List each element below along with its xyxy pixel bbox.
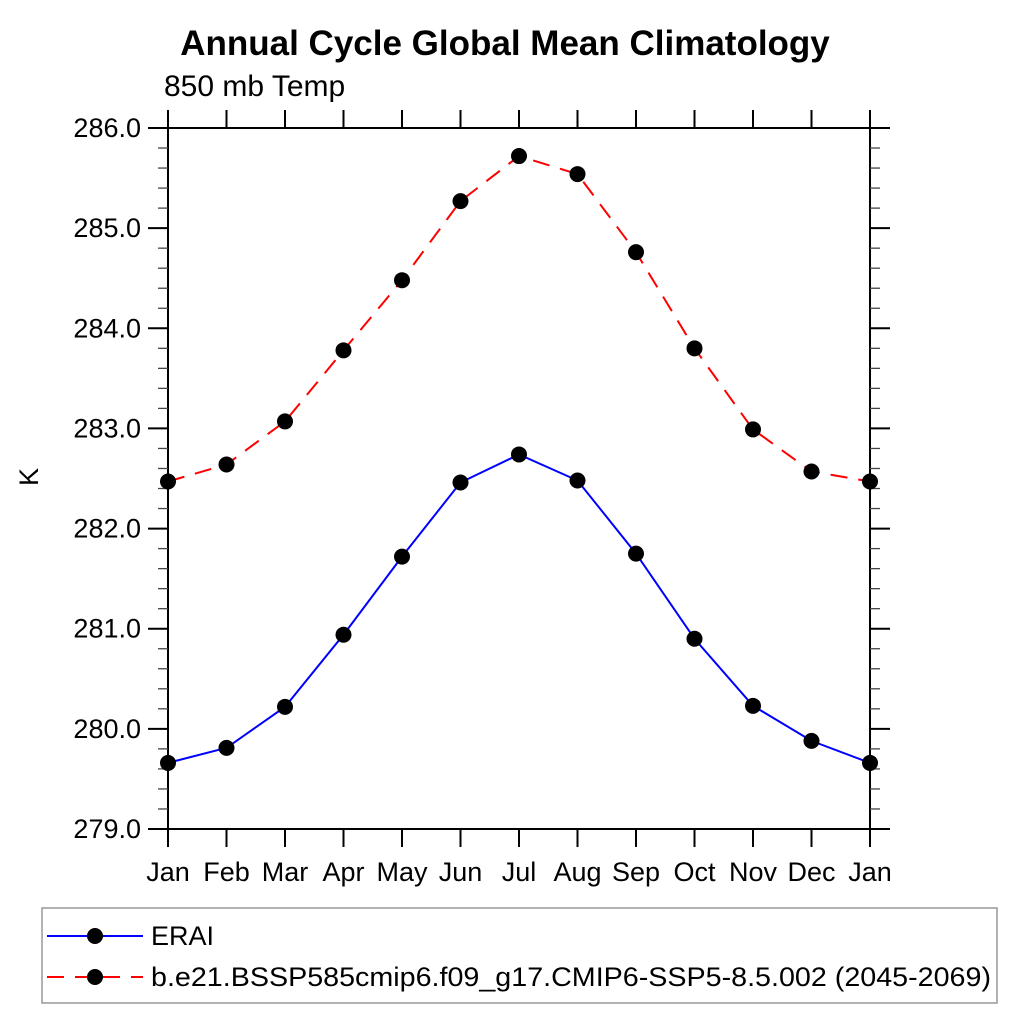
data-point-marker <box>394 272 410 289</box>
data-point-marker <box>277 698 293 715</box>
x-tick-label: Nov <box>729 857 778 887</box>
data-point-marker <box>862 473 878 490</box>
y-tick-label: 286.0 <box>73 113 141 143</box>
legend-marker-dot <box>87 928 103 944</box>
x-tick-label: Jan <box>146 857 190 887</box>
x-tick-label: Jun <box>439 857 483 887</box>
legend-marker-dot <box>87 969 103 985</box>
data-point-marker <box>569 472 586 489</box>
data-point-marker <box>452 474 469 491</box>
x-tick-label: Sep <box>612 857 660 887</box>
data-point-marker <box>803 463 820 480</box>
data-point-marker <box>511 148 527 165</box>
y-tick-label: 285.0 <box>73 213 141 243</box>
y-tick-label: 282.0 <box>73 514 141 544</box>
data-point-marker <box>335 626 352 643</box>
data-point-marker <box>745 421 761 438</box>
x-tick-label: Apr <box>322 857 364 887</box>
legend: ERAI b.e21.BSSP585cmip6.f09_g17.CMIP6-SS… <box>41 907 998 1004</box>
x-tick-label: Aug <box>553 857 601 887</box>
legend-entry-erai: ERAI <box>47 921 214 951</box>
data-point-marker <box>686 630 703 647</box>
data-point-marker <box>569 166 586 183</box>
data-point-marker <box>160 473 176 490</box>
series-layer <box>160 148 878 771</box>
x-tick-label: Oct <box>673 857 716 887</box>
series-line-0 <box>167 453 871 764</box>
data-point-marker <box>218 456 235 473</box>
data-point-marker <box>511 446 527 463</box>
y-tick-label: 281.0 <box>73 614 141 644</box>
y-tick-labels: 279.0 280.0 281.0 282.0 283.0 284.0 285.0 286.0 <box>73 113 141 844</box>
chart-title: Annual Cycle Global Mean Climatology <box>180 24 830 63</box>
data-point-marker <box>452 193 469 210</box>
data-point-marker <box>862 754 878 771</box>
y-tick-label: 284.0 <box>73 313 141 343</box>
y-tick-label: 280.0 <box>73 714 141 744</box>
data-point-marker <box>803 732 820 749</box>
x-tick-label: May <box>376 857 428 887</box>
axes-layer <box>148 110 890 847</box>
data-point-marker <box>628 545 644 562</box>
x-tick-label: Jan <box>848 857 892 887</box>
x-tick-label: Dec <box>787 857 835 887</box>
chart-subtitle: 850 mb Temp <box>164 70 345 103</box>
y-tick-label: 283.0 <box>73 413 141 443</box>
y-tick-label: 279.0 <box>73 814 141 844</box>
legend-label-model: b.e21.BSSP585cmip6.f09_g17.CMIP6-SSP5-8.… <box>151 962 991 992</box>
legend-label-erai: ERAI <box>151 921 214 951</box>
y-axis-label: K <box>14 468 44 486</box>
legend-box <box>41 907 998 1004</box>
data-point-marker <box>277 413 293 430</box>
data-point-marker <box>335 342 352 359</box>
x-tick-label: Mar <box>262 857 309 887</box>
legend-entry-model: b.e21.BSSP585cmip6.f09_g17.CMIP6-SSP5-8.… <box>47 962 991 992</box>
x-tick-label: Feb <box>203 857 250 887</box>
data-point-marker <box>394 548 410 565</box>
x-tick-labels: Jan Feb Mar Apr May Jun Jul Aug Sep Oct Nov Dec Jan <box>146 857 892 887</box>
data-point-marker <box>745 697 761 714</box>
data-point-marker <box>686 340 703 357</box>
series-line-1 <box>167 154 871 483</box>
data-point-marker <box>160 754 176 771</box>
data-point-marker <box>628 244 644 261</box>
data-point-marker <box>218 739 235 756</box>
x-tick-label: Jul <box>502 857 537 887</box>
